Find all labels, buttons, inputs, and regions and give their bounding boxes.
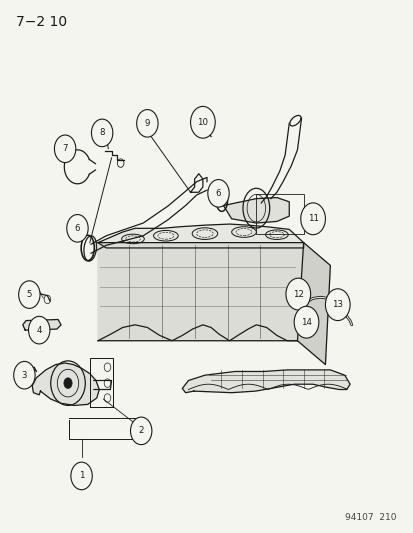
- Circle shape: [136, 110, 158, 137]
- Circle shape: [325, 289, 349, 320]
- Text: 10: 10: [197, 118, 208, 127]
- Polygon shape: [23, 319, 61, 330]
- Polygon shape: [98, 243, 303, 341]
- Polygon shape: [98, 224, 303, 248]
- Polygon shape: [32, 363, 99, 406]
- Text: 9: 9: [144, 119, 150, 128]
- Text: 3: 3: [21, 370, 27, 379]
- Circle shape: [19, 281, 40, 309]
- Circle shape: [285, 278, 310, 310]
- Circle shape: [207, 180, 229, 207]
- Text: 7: 7: [62, 144, 68, 154]
- Polygon shape: [297, 243, 330, 365]
- Circle shape: [190, 107, 215, 138]
- Circle shape: [54, 135, 76, 163]
- Circle shape: [28, 317, 50, 344]
- Text: 5: 5: [26, 290, 32, 299]
- Circle shape: [64, 378, 72, 389]
- Circle shape: [66, 215, 88, 242]
- Text: 11: 11: [307, 214, 318, 223]
- Text: 7−2 10: 7−2 10: [16, 14, 67, 29]
- Circle shape: [300, 203, 325, 235]
- Text: 4: 4: [36, 326, 42, 335]
- Circle shape: [71, 462, 92, 490]
- Text: 6: 6: [215, 189, 221, 198]
- Polygon shape: [223, 198, 289, 223]
- Circle shape: [130, 417, 152, 445]
- Text: 14: 14: [300, 318, 311, 327]
- Text: 2: 2: [138, 426, 144, 435]
- Text: 1: 1: [78, 471, 84, 480]
- Text: 8: 8: [99, 128, 104, 138]
- Circle shape: [294, 306, 318, 338]
- Circle shape: [14, 361, 35, 389]
- Text: 13: 13: [332, 300, 342, 309]
- Text: 6: 6: [74, 224, 80, 233]
- Text: 94107  210: 94107 210: [344, 513, 395, 522]
- Circle shape: [91, 119, 113, 147]
- Polygon shape: [182, 370, 349, 393]
- Text: 12: 12: [292, 289, 303, 298]
